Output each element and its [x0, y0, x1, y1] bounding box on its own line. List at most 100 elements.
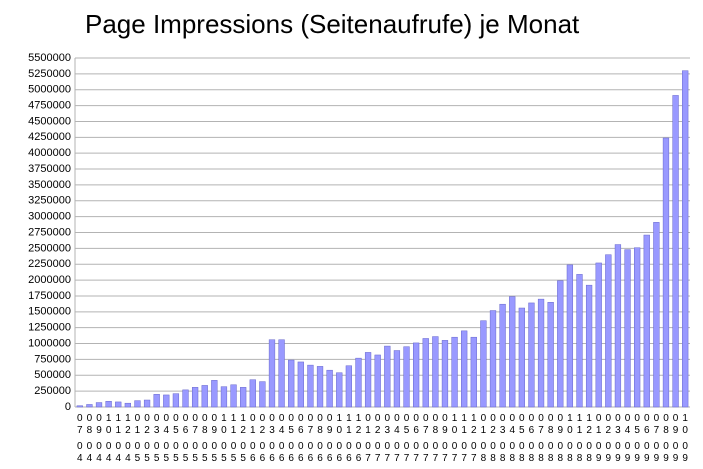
x-tick-label-year: 06 — [353, 441, 364, 465]
bar — [316, 366, 324, 408]
bar — [278, 339, 285, 408]
x-tick-label-year: 07 — [420, 441, 431, 465]
x-tick-label-month: 06 — [641, 413, 652, 437]
bar — [451, 336, 458, 408]
y-tick-label: 500000 — [34, 369, 71, 381]
bar — [191, 387, 199, 408]
x-tick-label-month: 10 — [103, 413, 114, 437]
x-tick-label-month: 07 — [536, 413, 547, 437]
x-tick-label-year: 07 — [363, 441, 374, 465]
x-tick-label-year: 08 — [574, 441, 585, 465]
x-tick-label-year: 07 — [468, 441, 479, 465]
y-tick-label: 4250000 — [28, 131, 71, 143]
x-tick-label-year: 05 — [151, 441, 162, 465]
bar — [249, 379, 256, 408]
bar — [605, 254, 612, 408]
x-tick-label-year: 09 — [612, 441, 623, 465]
y-tick-label: 2500000 — [28, 242, 71, 254]
bar — [259, 381, 266, 408]
x-tick-label-year: 05 — [199, 441, 210, 465]
x-tick-label-month: 10 — [449, 413, 460, 437]
x-tick-label-month: 04 — [622, 413, 633, 437]
x-tick-label-month: 03 — [151, 413, 162, 437]
x-tick-label-month: 06 — [180, 413, 191, 437]
x-tick-label-year: 07 — [411, 441, 422, 465]
x-tick-label-year: 07 — [430, 441, 441, 465]
bar — [413, 342, 420, 408]
x-tick-label-month: 10 — [334, 413, 345, 437]
y-tick-label: 4500000 — [28, 115, 71, 127]
x-tick-label-year: 07 — [439, 441, 450, 465]
bar — [336, 372, 343, 408]
bar — [403, 346, 410, 408]
x-tick-label-year: 06 — [247, 441, 258, 465]
x-tick-label-year: 07 — [459, 441, 470, 465]
bar — [614, 244, 622, 408]
x-tick-label-month: 01 — [363, 413, 374, 437]
y-tick-label: 5500000 — [28, 52, 71, 64]
x-tick-label-month: 09 — [94, 413, 105, 437]
x-tick-label-year: 06 — [266, 441, 277, 465]
x-tick-label-month: 11 — [343, 413, 354, 437]
x-tick-label-year: 08 — [478, 441, 489, 465]
bar — [220, 386, 228, 408]
bar — [211, 380, 218, 408]
bar — [240, 387, 247, 408]
y-tick-label: 4750000 — [28, 99, 71, 111]
x-tick-label-year: 06 — [324, 441, 335, 465]
bar — [672, 95, 679, 408]
x-tick-label-month: 01 — [593, 413, 604, 437]
x-tick-label-year: 05 — [161, 441, 172, 465]
x-tick-label-year: 04 — [74, 441, 85, 465]
x-tick-label-month: 06 — [526, 413, 537, 437]
x-tick-label-month: 02 — [603, 413, 614, 437]
x-tick-label-year: 09 — [680, 441, 691, 465]
x-tick-label-month: 01 — [247, 413, 258, 437]
y-tick-label: 1750000 — [28, 290, 71, 302]
y-tick-label: 1500000 — [28, 306, 71, 318]
x-tick-label-year: 04 — [122, 441, 133, 465]
x-tick-label-year: 04 — [103, 441, 114, 465]
x-tick-label-month: 09 — [670, 413, 681, 437]
x-tick-label-year: 06 — [257, 441, 268, 465]
x-tick-label-month: 12 — [238, 413, 249, 437]
bar — [509, 296, 516, 408]
bar — [345, 365, 352, 408]
bar — [585, 284, 593, 408]
bar — [288, 359, 295, 408]
bar — [557, 280, 564, 408]
x-tick-label-year: 05 — [170, 441, 181, 465]
bar — [153, 394, 160, 408]
x-tick-label-month: 12 — [353, 413, 364, 437]
x-tick-label-month: 10 — [218, 413, 229, 437]
x-tick-label-month: 03 — [266, 413, 277, 437]
bar — [115, 401, 122, 408]
bar — [134, 400, 141, 408]
bar — [143, 399, 151, 408]
x-tick-label-month: 08 — [660, 413, 671, 437]
y-tick-label: 2750000 — [28, 226, 71, 238]
x-tick-label-year: 07 — [401, 441, 412, 465]
y-tick-label: 2000000 — [28, 274, 71, 286]
y-tick-label: 3750000 — [28, 163, 71, 175]
bar — [566, 264, 574, 408]
x-tick-label-year: 05 — [180, 441, 191, 465]
x-tick-label-month: 11 — [228, 413, 239, 437]
y-tick-label: 1000000 — [28, 337, 71, 349]
x-tick-label-month: 04 — [161, 413, 172, 437]
x-tick-label-year: 08 — [507, 441, 518, 465]
x-tick-label-year: 05 — [132, 441, 143, 465]
bar — [268, 339, 276, 408]
bar — [374, 354, 381, 408]
x-tick-label-month: 06 — [295, 413, 306, 437]
bar — [86, 404, 93, 408]
x-tick-label-month: 11 — [113, 413, 124, 437]
x-tick-label-year: 05 — [190, 441, 201, 465]
x-tick-label-month: 04 — [391, 413, 402, 437]
bar — [230, 384, 237, 408]
x-tick-label-year: 07 — [372, 441, 383, 465]
x-tick-label-month: 11 — [574, 413, 585, 437]
x-tick-label-year: 05 — [218, 441, 229, 465]
y-tick-label: 250000 — [34, 385, 71, 397]
x-tick-label-month: 12 — [122, 413, 133, 437]
